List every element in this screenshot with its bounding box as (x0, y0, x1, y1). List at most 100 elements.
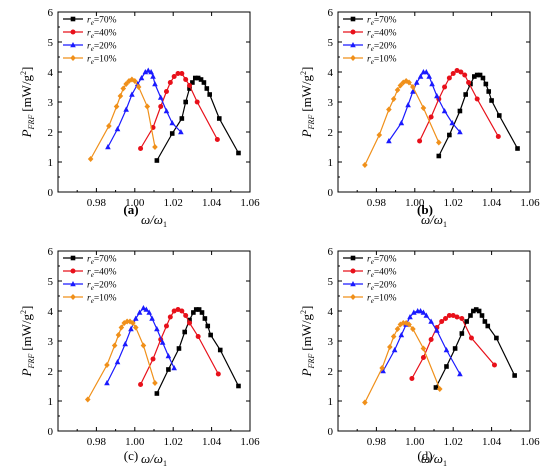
data-point (391, 347, 398, 353)
y-tick-label: 5 (328, 37, 334, 49)
y-tick-label: 6 (328, 7, 334, 19)
data-point (135, 84, 142, 90)
data-point (128, 326, 134, 332)
data-point (398, 120, 405, 126)
data-point (205, 323, 211, 329)
x-tick-label: 1.02 (164, 197, 183, 209)
data-point (495, 134, 501, 139)
data-point (142, 69, 149, 75)
x-tick-label: 1.02 (164, 436, 183, 448)
series-line (90, 78, 156, 160)
data-point (473, 307, 479, 312)
data-point (144, 103, 151, 110)
data-point (138, 382, 144, 387)
data-point (512, 373, 517, 378)
data-point (122, 341, 128, 347)
data-point (463, 92, 468, 97)
legend: re=70%re=40%re=20%re=10% (63, 16, 117, 66)
y-tick-label: 2 (328, 366, 334, 378)
legend-marker (70, 255, 76, 261)
series-re-10- (87, 76, 158, 162)
data-point (457, 129, 463, 135)
data-point (138, 75, 145, 81)
data-point (474, 96, 480, 102)
y-tick-label: 3 (48, 97, 54, 109)
data-point (443, 316, 449, 321)
data-point (179, 116, 185, 121)
data-point (433, 385, 439, 390)
data-point (191, 310, 196, 315)
data-point (187, 86, 192, 91)
series-line (364, 80, 440, 166)
data-point (84, 396, 91, 403)
data-point (157, 94, 164, 100)
data-point (187, 83, 193, 88)
data-point (489, 98, 494, 103)
data-point (464, 319, 469, 324)
y-tick-label: 1 (48, 157, 54, 169)
x-axis-label: ω/ω1 (141, 212, 167, 229)
series-re-40- (409, 313, 497, 381)
legend: re=70%re=40%re=20%re=10% (343, 255, 397, 305)
data-point (387, 344, 393, 350)
data-point (515, 146, 520, 151)
series-re-70- (154, 75, 241, 163)
data-point (436, 153, 442, 159)
data-point (362, 162, 368, 168)
y-tick-label: 6 (48, 7, 54, 19)
data-point (154, 326, 160, 332)
data-point (176, 346, 182, 351)
series-re-20- (105, 67, 184, 150)
legend: re=70%re=40%re=20%re=10% (343, 16, 397, 66)
y-tick-label: 2 (48, 366, 54, 378)
data-point (417, 73, 424, 79)
data-point (120, 85, 127, 92)
data-point (471, 308, 476, 314)
y-tick-label: 2 (48, 127, 54, 139)
data-point (113, 103, 120, 110)
data-point (106, 123, 112, 129)
data-point (462, 72, 468, 78)
data-point (171, 365, 177, 371)
chart-panel-b: 0.98 1.00 1.02 1.04 1.06 0 1 2 3 4 5 6 ω/ω1 PFRF[mW/g… (299, 7, 540, 229)
data-point (434, 93, 440, 99)
data-point (140, 305, 147, 311)
data-point (436, 386, 443, 392)
data-point (149, 315, 155, 321)
data-point (145, 67, 152, 73)
data-point (446, 313, 452, 318)
data-point (204, 86, 210, 91)
series-re-70- (154, 307, 241, 396)
data-point (165, 353, 172, 359)
data-point (380, 368, 386, 374)
data-point (491, 362, 497, 368)
legend-label: re=40% (367, 268, 397, 280)
data-point (480, 75, 486, 81)
data-point (486, 89, 492, 94)
y-tick-label: 5 (328, 276, 334, 288)
data-point (167, 80, 173, 85)
data-point (458, 69, 464, 75)
data-point (216, 116, 222, 121)
data-point (394, 87, 401, 93)
series-re-20- (380, 308, 463, 377)
data-point (214, 137, 220, 142)
data-point (479, 313, 485, 318)
x-axis-label: ω/ω1 (141, 451, 167, 466)
panel-label: (d) (417, 448, 432, 463)
y-tick-label: 1 (328, 157, 334, 169)
data-point (111, 342, 118, 349)
data-point (472, 74, 477, 79)
legend-marker (350, 294, 356, 300)
data-point (397, 321, 404, 328)
chart-panel-c: 0.98 1.00 1.02 1.04 1.06 0 1 2 3 4 5 6 ω/ω1 PFRF[mW/g… (19, 246, 260, 466)
y-tick-label: 0 (48, 187, 54, 199)
data-point (138, 146, 144, 151)
data-point (132, 324, 139, 331)
data-point (126, 78, 132, 84)
data-point (436, 139, 442, 146)
data-point (152, 380, 158, 386)
data-point (199, 310, 205, 315)
data-point (123, 106, 129, 112)
